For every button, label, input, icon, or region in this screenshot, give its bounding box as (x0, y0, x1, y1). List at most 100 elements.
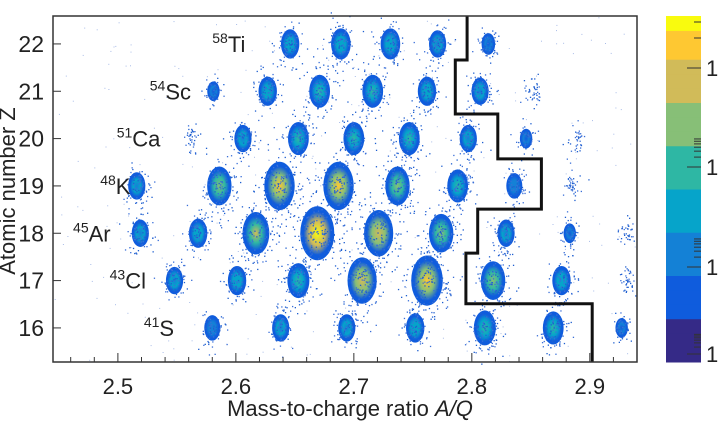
count-dot (332, 66, 335, 68)
count-dot (442, 223, 444, 225)
count-dot (318, 61, 320, 64)
count-dot (395, 233, 397, 235)
count-dot (302, 216, 305, 218)
count-dot (525, 90, 527, 92)
count-dot (177, 268, 180, 271)
count-dot (198, 209, 200, 211)
count-dot (250, 232, 252, 234)
count-dot (343, 126, 346, 128)
count-dot (299, 294, 301, 296)
count-dot (271, 333, 273, 335)
count-dot (294, 235, 296, 237)
count-dot (343, 262, 345, 264)
count-dot (297, 280, 299, 282)
count-dot (346, 55, 348, 57)
count-dot (248, 207, 250, 209)
count-dot (341, 185, 343, 187)
count-dot (279, 32, 281, 34)
count-dot (303, 292, 305, 294)
count-dot (363, 80, 365, 82)
count-dot (392, 56, 395, 58)
count-dot (247, 242, 249, 244)
count-dot (423, 262, 426, 264)
count-dot (529, 134, 531, 136)
count-dot (179, 280, 181, 282)
count-dot (340, 180, 342, 182)
count-dot (298, 235, 300, 237)
count-dot (326, 216, 328, 218)
count-dot (511, 186, 513, 188)
count-dot (224, 192, 227, 194)
count-dot (462, 253, 464, 255)
count-dot (410, 175, 412, 177)
count-dot (395, 181, 398, 183)
count-dot (214, 96, 216, 98)
count-dot (393, 63, 395, 65)
count-dot (512, 253, 514, 256)
count-dot (377, 245, 379, 247)
count-dot (355, 262, 357, 264)
count-dot (351, 326, 353, 328)
count-dot (342, 147, 344, 149)
count-dot (329, 220, 331, 222)
count-dot (387, 253, 390, 256)
count-dot (143, 246, 146, 248)
count-dot (631, 228, 633, 230)
count-dot (424, 285, 426, 287)
count-dot (305, 237, 307, 239)
count-dot (259, 240, 261, 242)
count-dot (424, 80, 426, 83)
count-dot (207, 216, 209, 219)
count-dot (406, 206, 409, 208)
count-dot (178, 275, 180, 277)
count-dot (317, 210, 320, 212)
count-dot (570, 321, 572, 324)
count-dot (231, 285, 233, 287)
count-dot (192, 130, 194, 132)
count-dot (573, 271, 575, 273)
count-dot (567, 256, 570, 258)
count-dot (440, 57, 442, 59)
count-dot (456, 179, 459, 181)
count-dot (167, 287, 169, 289)
count-dot (273, 348, 275, 350)
count-dot (373, 222, 375, 224)
count-dot (264, 197, 266, 200)
count-dot (267, 143, 269, 146)
count-dot (420, 149, 422, 151)
count-dot (141, 244, 143, 246)
count-dot (409, 205, 411, 207)
count-dot (356, 126, 358, 128)
count-dot (420, 84, 422, 86)
count-dot (627, 224, 629, 226)
count-dot (431, 311, 433, 314)
count-dot (233, 269, 235, 271)
count-dot (463, 153, 465, 155)
count-dot (394, 48, 396, 51)
count-dot (474, 326, 476, 328)
count-dot (436, 105, 438, 108)
count-dot (382, 52, 385, 54)
count-dot (478, 347, 481, 349)
count-dot (214, 93, 216, 95)
count-dot (230, 177, 232, 179)
count-dot (431, 101, 434, 104)
count-dot (282, 180, 284, 182)
count-dot (440, 264, 442, 266)
count-dot (260, 84, 262, 86)
count-dot (445, 283, 447, 285)
count-dot (201, 220, 204, 222)
count-dot (292, 47, 294, 50)
count-dot (305, 212, 307, 214)
count-dot (171, 280, 173, 282)
count-dot (274, 315, 276, 317)
count-dot (428, 250, 430, 252)
count-dot (383, 36, 385, 38)
count-dot (277, 307, 279, 309)
count-dot (370, 204, 372, 207)
count-dot (418, 141, 420, 143)
count-dot (431, 316, 434, 318)
count-dot (196, 224, 198, 226)
count-dot (391, 202, 393, 204)
count-dot (249, 243, 251, 245)
